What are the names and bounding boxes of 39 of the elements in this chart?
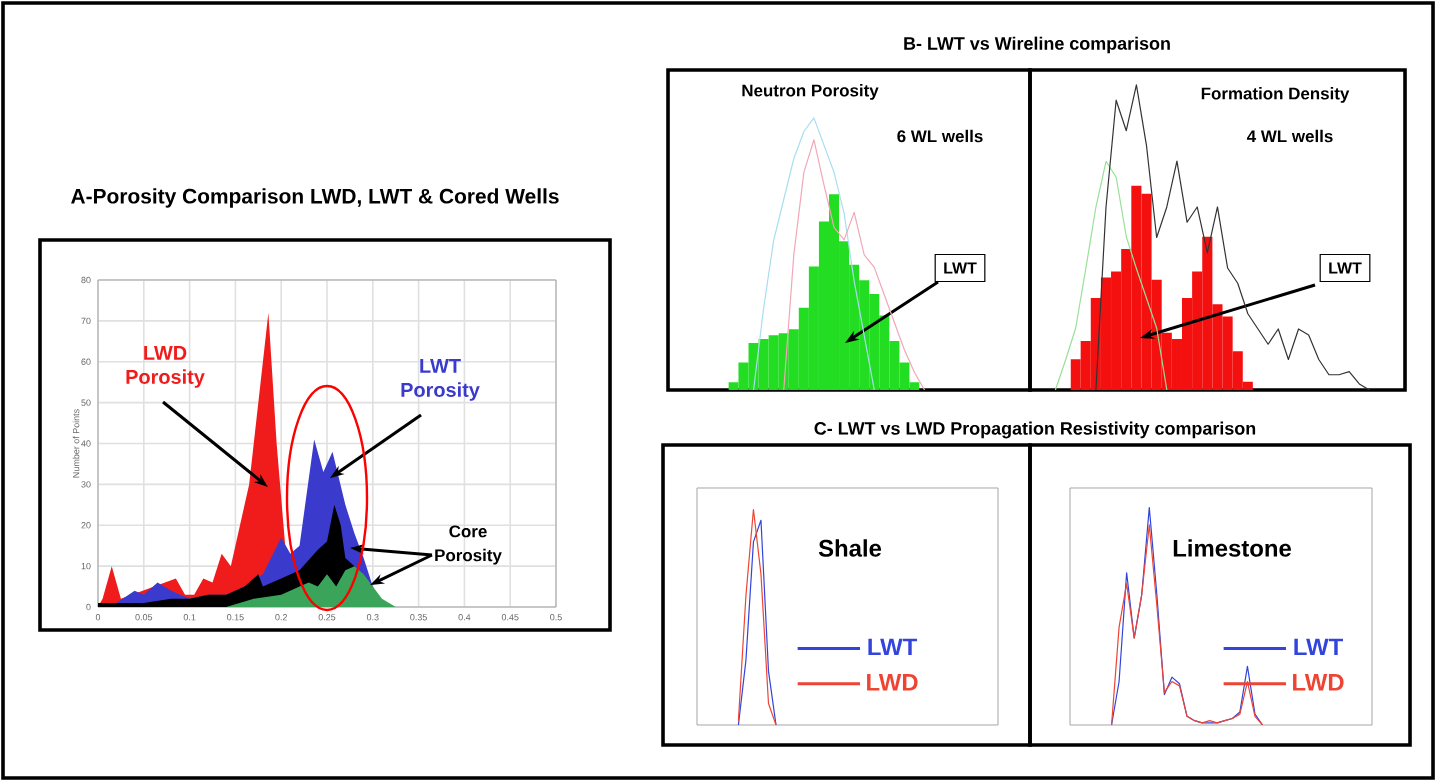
legend-label: LWT xyxy=(1294,638,1344,656)
y-tick-label: 60 xyxy=(81,358,91,365)
text: C- LWT vs LWD Propagation Resistivity comparison xyxy=(814,421,1256,439)
text: Core Porosity xyxy=(435,525,502,565)
x-tick-label: 0.25 xyxy=(318,614,336,621)
x-tick-label: 0.1 xyxy=(183,614,196,621)
text: Shale xyxy=(818,539,882,557)
x-tick-label: 0.4 xyxy=(458,614,471,621)
text: LWT xyxy=(944,262,977,274)
x-tick-label: 0 xyxy=(95,614,101,621)
annotation: 4 WL wells xyxy=(1246,129,1333,143)
chart-title: A-Porosity Comparison LWD, LWT & Cored Wells xyxy=(71,188,559,208)
y-tick-label: 70 xyxy=(81,317,91,325)
y-tick-label: 20 xyxy=(81,522,91,529)
y-tick-label: 30 xyxy=(81,481,91,488)
y-tick-label: 50 xyxy=(81,399,91,406)
text: Limestone xyxy=(1173,539,1291,557)
x-tick-label: 0.2 xyxy=(275,614,287,621)
x-tick-label: 0.45 xyxy=(501,614,519,621)
x-tick-label: 0.3 xyxy=(366,614,379,621)
y-tick-label: 80 xyxy=(81,276,91,284)
y-tick-label: 0 xyxy=(86,603,91,611)
chart-subtitle: Formation Density xyxy=(1201,87,1350,103)
text: LWT xyxy=(1329,262,1362,274)
y-tick-label: 40 xyxy=(81,440,91,447)
x-tick-label: 0.05 xyxy=(135,614,153,621)
legend-label: LWD xyxy=(867,674,918,691)
y-tick-label: 10 xyxy=(81,562,91,570)
y-axis-title: Number of Points xyxy=(72,409,80,478)
text: B- LWT vs Wireline comparison xyxy=(904,36,1170,54)
legend-label: LWD xyxy=(1293,674,1344,691)
x-tick-label: 0.5 xyxy=(550,614,562,621)
text: LWD Porosity xyxy=(126,346,205,388)
text: LWT Porosity xyxy=(401,359,480,401)
annotation: 6 WL wells xyxy=(897,129,983,143)
x-tick-label: 0.15 xyxy=(227,614,244,621)
x-tick-label: 0.35 xyxy=(410,614,427,621)
legend-label: LWT xyxy=(868,638,918,656)
chart-subtitle: Neutron Porosity xyxy=(742,84,879,100)
